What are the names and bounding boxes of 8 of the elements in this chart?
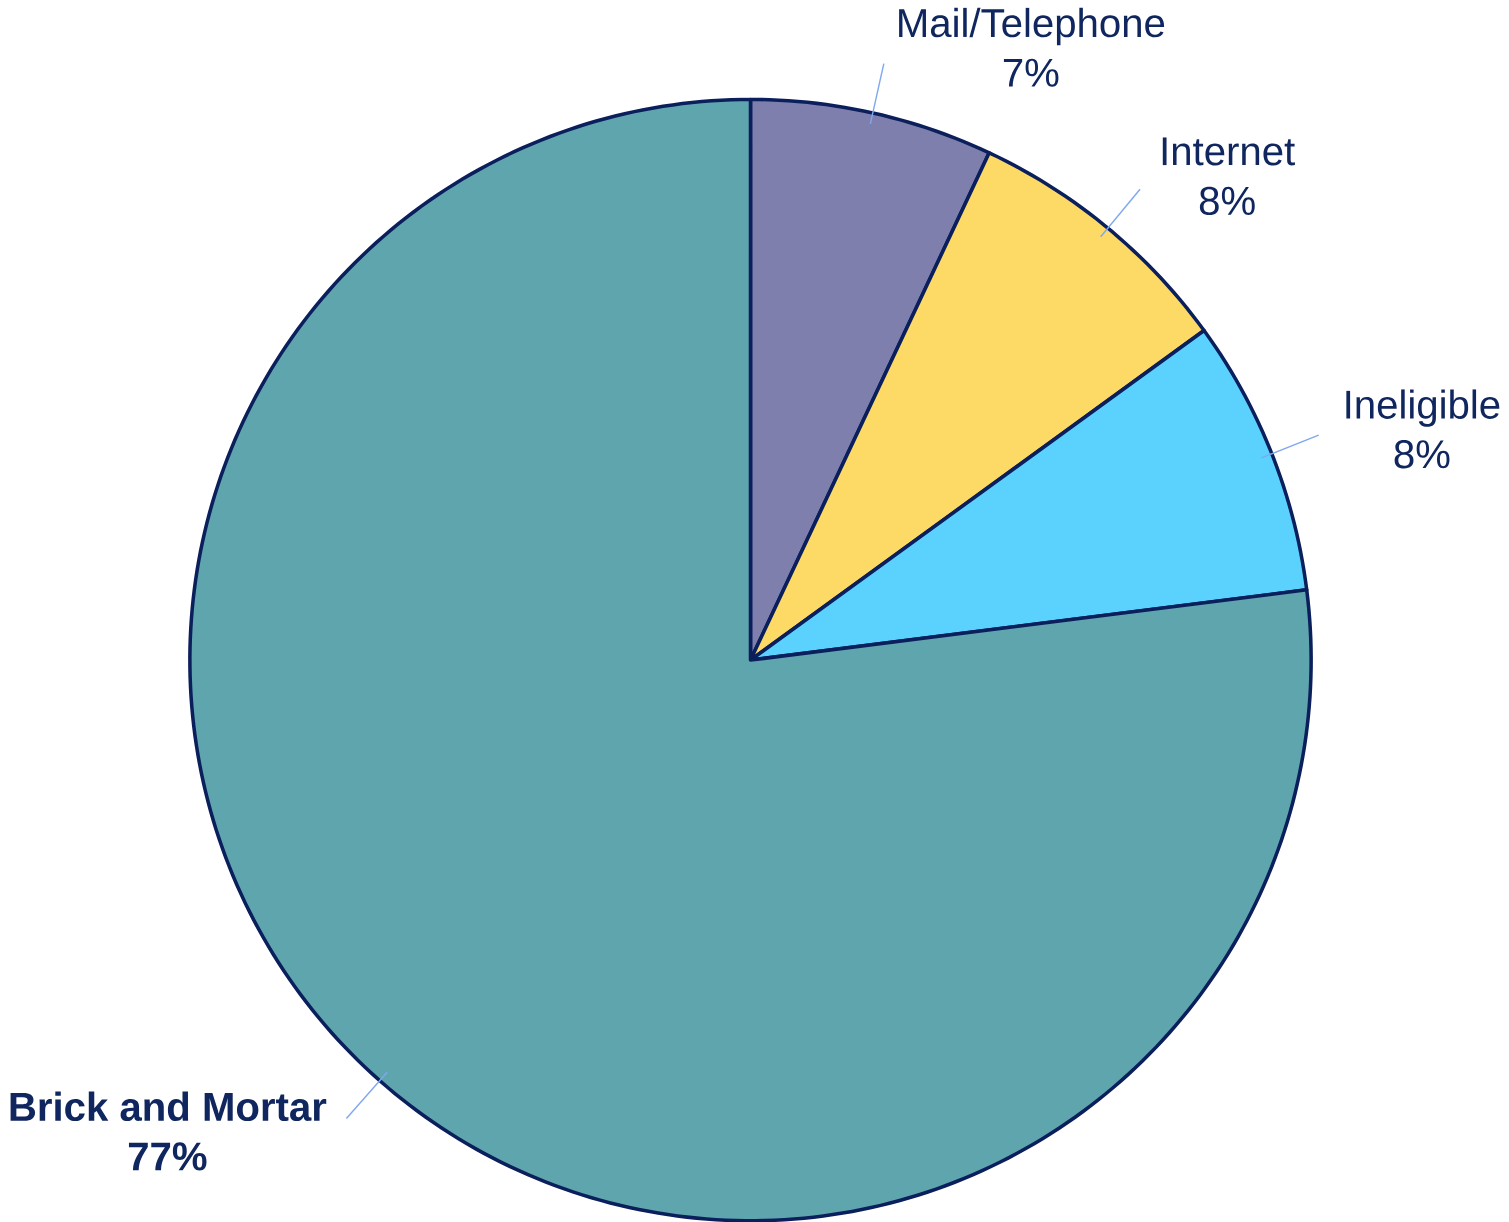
data-label: 77% (128, 1142, 207, 1171)
slice-label: Ineligible (1346, 389, 1500, 427)
data-label: 7% (1003, 58, 1059, 87)
data-label: 8% (1199, 186, 1255, 215)
slice-label: Brick and Mortar (10, 1091, 327, 1121)
slice-label: Mail/Telephone (899, 7, 1165, 46)
data-label: 8% (1394, 439, 1450, 469)
slice-label: Internet (1162, 137, 1295, 166)
